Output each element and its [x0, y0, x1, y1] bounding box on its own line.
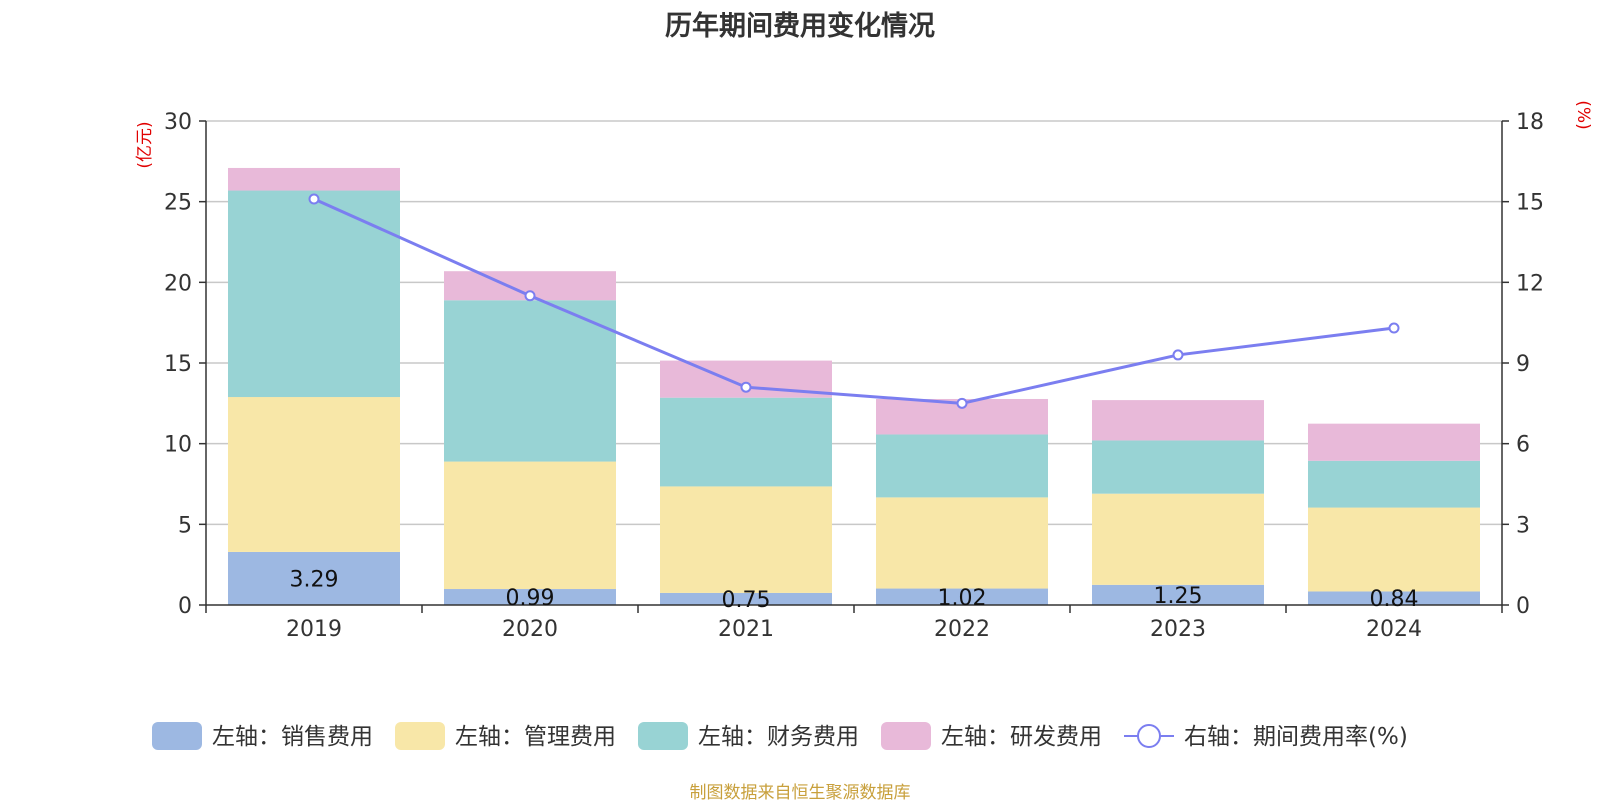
bar-segment — [660, 486, 832, 593]
x-tick-label: 2019 — [286, 617, 342, 642]
rate-point — [740, 381, 752, 393]
legend-swatch — [152, 722, 202, 750]
left-tick-label: 15 — [164, 352, 192, 377]
data-label: 0.99 — [506, 586, 555, 611]
bar-segment — [444, 461, 616, 590]
legend-label: 左轴：管理费用 — [455, 724, 616, 750]
legend-item: 左轴：研发费用 — [881, 722, 1102, 750]
rate-point — [1388, 322, 1400, 334]
bar-segment — [1092, 400, 1264, 441]
bar-segment — [1092, 584, 1264, 605]
data-label: 3.29 — [290, 567, 339, 592]
bar-segment — [228, 190, 400, 398]
legend-swatch — [881, 722, 931, 750]
grid-lines — [206, 120, 1502, 526]
axes: 0 5 10 15 20 25 30 0 3 6 9 12 15 18 2019 2020 2021 2022 20… — [135, 100, 1593, 642]
legend-swatch — [638, 722, 688, 750]
expense-rate-line — [308, 193, 1400, 409]
bar-segment — [228, 397, 400, 552]
left-tick-label: 25 — [164, 191, 192, 216]
legend-item: 左轴：销售费用 — [152, 722, 373, 750]
bar-segment — [228, 551, 400, 605]
bar-segment — [1092, 493, 1264, 585]
legend-swatch — [395, 722, 445, 750]
data-label: 0.75 — [722, 588, 771, 613]
data-labels: 3.29 0.99 0.75 1.02 1.25 0.84 — [290, 567, 1419, 612]
legend-marker — [1137, 724, 1161, 748]
legend-item: 左轴：财务费用 — [638, 722, 859, 750]
rate-point — [1172, 349, 1184, 361]
legend-label: 左轴：财务费用 — [698, 724, 859, 750]
rate-point — [308, 193, 320, 205]
legend: 左轴：销售费用 左轴：管理费用 左轴：财务费用 左轴：研发费用 右轴：期间费用率(%) — [152, 722, 1408, 750]
period-expense-chart: 0 5 10 15 20 25 30 0 3 6 9 12 15 18 2019 2020 2021 2022 20… — [135, 100, 1593, 750]
bar-segment — [228, 167, 400, 191]
right-tick-label: 3 — [1516, 513, 1530, 538]
stacked-bars — [228, 167, 1480, 605]
x-tick-label: 2022 — [934, 617, 990, 642]
bar-segment — [1308, 423, 1480, 461]
legend-item: 右轴：期间费用率(%) — [1124, 724, 1408, 750]
left-tick-label: 30 — [164, 110, 192, 135]
right-tick-label: 0 — [1516, 594, 1530, 619]
right-axis-unit: (%) — [1573, 100, 1593, 129]
source-note: 制图数据来自恒生聚源数据库 — [689, 783, 911, 803]
data-label: 0.84 — [1370, 587, 1419, 612]
left-tick-label: 20 — [164, 271, 192, 296]
left-tick-label: 10 — [164, 433, 192, 458]
bar-segment — [1308, 507, 1480, 592]
bar-segment — [444, 589, 616, 605]
bar-segment — [1308, 460, 1480, 508]
chart-title: 历年期间费用变化情况 — [665, 11, 935, 42]
rate-point — [524, 290, 536, 302]
data-label: 1.25 — [1154, 584, 1203, 609]
legend-label: 左轴：销售费用 — [212, 724, 373, 750]
legend-item: 左轴：管理费用 — [395, 722, 616, 750]
bar-segment — [1092, 440, 1264, 494]
right-tick-label: 15 — [1516, 191, 1544, 216]
right-tick-label: 12 — [1516, 271, 1544, 296]
bar-segment — [876, 497, 1048, 589]
legend-label: 右轴：期间费用率(%) — [1184, 724, 1408, 750]
x-tick-label: 2021 — [718, 617, 774, 642]
bar-segment — [660, 397, 832, 487]
left-axis-unit: (亿元) — [135, 121, 155, 168]
bar-segment — [876, 588, 1048, 605]
bar-segment — [660, 592, 832, 605]
bar-segment — [444, 300, 616, 462]
right-tick-label: 6 — [1516, 433, 1530, 458]
legend-label: 左轴：研发费用 — [941, 724, 1102, 750]
right-tick-label: 18 — [1516, 110, 1544, 135]
left-tick-label: 0 — [178, 594, 192, 619]
rate-point — [956, 397, 968, 409]
bar-segment — [1308, 591, 1480, 605]
x-tick-label: 2020 — [502, 617, 558, 642]
right-tick-label: 9 — [1516, 352, 1530, 377]
bar-segment — [876, 434, 1048, 498]
x-tick-label: 2024 — [1366, 617, 1422, 642]
x-tick-label: 2023 — [1150, 617, 1206, 642]
left-tick-label: 5 — [178, 513, 192, 538]
rate-line — [313, 197, 1395, 405]
data-label: 1.02 — [938, 586, 987, 611]
